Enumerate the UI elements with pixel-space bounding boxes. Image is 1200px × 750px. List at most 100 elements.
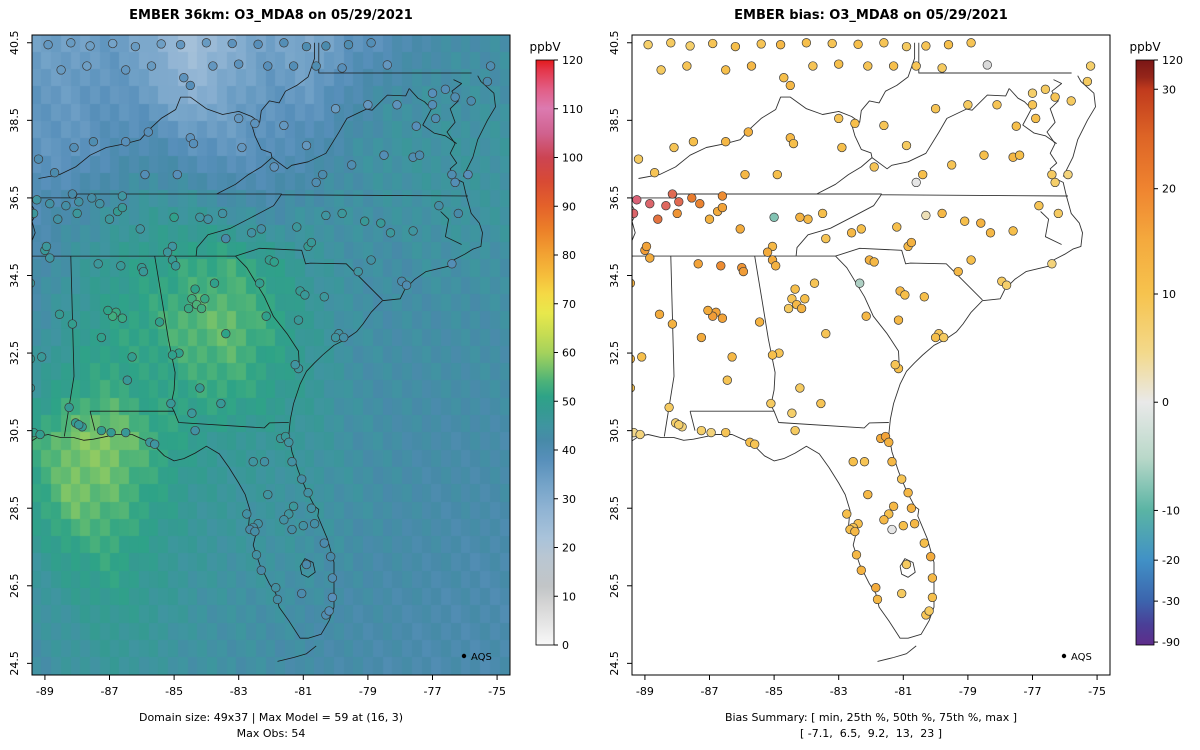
aqs-station-point (319, 292, 329, 302)
aqs-station-point (366, 255, 376, 265)
map-border-path (251, 124, 273, 158)
bias-colorbar: 120 30 20 10 0 -10 -20 -30 -90 (1135, 54, 1183, 649)
aqs-station-point (643, 40, 653, 50)
map-border-path (318, 42, 472, 74)
aqs-station-point (632, 208, 639, 219)
aqs-station-point (272, 594, 283, 605)
aqs-station-point (769, 212, 779, 222)
aqs-station-point (727, 352, 737, 362)
x-tick-label: -75 (488, 685, 506, 698)
aqs-station-point (87, 193, 97, 203)
aqs-legend: AQS (1061, 652, 1092, 663)
aqs-station-point (632, 354, 636, 364)
aqs-station-point (434, 201, 444, 211)
aqs-station-point (633, 154, 644, 164)
aqs-station-point (795, 383, 805, 393)
aqs-station-point (256, 565, 266, 575)
colorbar-tick-label: 0 (562, 639, 569, 652)
map-border-path (462, 75, 496, 177)
aqs-station-point (311, 61, 321, 71)
x-tick-label: -89 (36, 685, 54, 698)
aqs-station-point (196, 303, 207, 314)
aqs-station-point (1040, 84, 1051, 94)
aqs-station-point (850, 118, 860, 129)
map-border-path (881, 194, 1069, 197)
aqs-station-point (311, 177, 321, 188)
aqs-station-point (901, 41, 912, 52)
aqs-station-point (250, 118, 260, 129)
colorbar-tick-label: 20 (1162, 183, 1176, 196)
aqs-station-point (703, 305, 713, 316)
map-border-path (63, 256, 75, 437)
aqs-station-point (721, 427, 731, 438)
aqs-station-point (856, 224, 866, 234)
map-border-path (299, 558, 316, 578)
x-axis: -89 -87 -85 -83 -81 -79 -77 -75 (36, 675, 506, 698)
aqs-station-point (179, 73, 189, 83)
aqs-station-point (140, 169, 150, 180)
aqs-station-point (1008, 226, 1018, 236)
aqs-station-point (888, 61, 899, 71)
aqs-legend-label: AQS (471, 652, 492, 663)
map-border-path (1040, 211, 1062, 245)
aqs-station-point (927, 592, 938, 603)
aqs-station-point (190, 284, 200, 294)
aqs-station-point (201, 38, 212, 48)
aqs-station-point (49, 168, 60, 178)
aqs-station-point (385, 228, 396, 238)
aqs-station-point (67, 319, 78, 329)
x-tick-label: -75 (1088, 685, 1106, 698)
aqs-station-point (343, 40, 354, 50)
aqs-station-point (775, 40, 786, 50)
colorbar-tick-label: 70 (562, 298, 576, 311)
aqs-station-point (172, 169, 182, 180)
aqs-station-point (704, 214, 715, 224)
x-tick-label: -85 (165, 685, 183, 698)
aqs-station-point (855, 278, 865, 288)
aqs-legend: AQS (461, 652, 492, 663)
aqs-station-point (937, 208, 947, 219)
y-tick-label: 38.5 (8, 108, 21, 133)
aqs-station-point (696, 425, 707, 436)
aqs-station-point (401, 280, 412, 290)
aqs-station-point (187, 408, 197, 418)
aqs-station-point (803, 214, 813, 224)
y-tick-label: 40.5 (8, 31, 21, 56)
aqs-station-point (93, 259, 103, 269)
aqs-station-point (306, 503, 317, 513)
colorbar-tick-label: 120 (562, 54, 583, 67)
colorbar-tick-label: 0 (1162, 396, 1169, 409)
aqs-station-point (656, 65, 666, 75)
aqs-station-point (237, 142, 247, 153)
aqs-station-point (850, 526, 860, 537)
aqs-station-point (921, 210, 931, 221)
x-tick-label: -79 (959, 685, 977, 698)
aqs-station-point (156, 39, 166, 49)
map-border-path (663, 256, 675, 437)
aqs-station-point (717, 202, 728, 213)
x-tick-label: -87 (101, 685, 119, 698)
aqs-station-point (208, 61, 218, 71)
aqs-station-point (37, 352, 47, 362)
aqs-station-point (56, 65, 66, 75)
aqs-station-point (1031, 113, 1041, 124)
map-border-path (1062, 75, 1096, 177)
aqs-station-point (288, 501, 299, 511)
aqs-station-point (261, 311, 271, 321)
aqs-station-point (269, 162, 279, 172)
aqs-station-point (166, 398, 176, 409)
aqs-station-point (447, 259, 457, 269)
aqs-station-point (693, 259, 703, 269)
map-border-path (899, 558, 916, 578)
aqs-station-point (738, 266, 749, 277)
bias-panel-title: EMBER bias: O3_MDA8 on 05/29/2021 (734, 8, 1008, 23)
aqs-station-point (674, 197, 684, 207)
aqs-station-point (901, 559, 912, 570)
y-tick-label: 26.5 (608, 574, 621, 599)
aqs-station-point (661, 201, 671, 211)
aqs-station-point (706, 427, 716, 438)
aqs-station-point (687, 193, 697, 203)
aqs-station-point (992, 100, 1002, 110)
aqs-station-point (263, 61, 273, 71)
aqs-station-point (1063, 169, 1073, 180)
